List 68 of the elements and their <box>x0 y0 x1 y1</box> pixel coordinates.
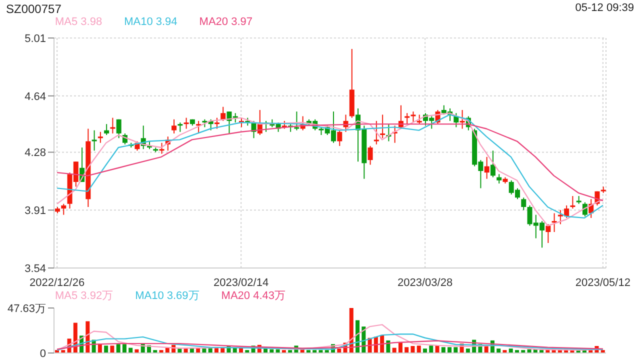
bar <box>122 344 126 353</box>
x-tick-label: 2023/05/12 <box>575 277 630 289</box>
candlestick <box>184 117 189 130</box>
y-tick-label: 3.54 <box>24 262 46 275</box>
y-tick-label: 4.28 <box>24 147 46 160</box>
bar <box>116 344 120 353</box>
candlestick <box>380 114 386 139</box>
text: MA20 4.43万 <box>221 289 286 304</box>
bar <box>404 347 409 353</box>
candlestick <box>454 112 459 128</box>
y-tick-label: 3.91 <box>24 205 46 218</box>
candlestick <box>98 131 103 144</box>
bar <box>110 346 114 353</box>
y-tick-label: 4.64 <box>24 90 46 103</box>
y-tick-label: 47.63万 <box>7 302 46 315</box>
bar <box>202 348 206 353</box>
candlestick <box>368 145 373 166</box>
bar <box>337 348 342 353</box>
candlestick <box>116 118 122 139</box>
candlestick <box>172 118 177 134</box>
candlestick <box>410 111 416 123</box>
bar <box>466 348 470 353</box>
candlestick <box>92 130 97 152</box>
candlestick <box>214 117 220 130</box>
y-tick-label: 5.01 <box>24 32 46 45</box>
x-tick-label: 2023/03/28 <box>398 277 453 289</box>
candlestick <box>61 203 66 216</box>
candlestick <box>460 109 465 130</box>
candlestick <box>570 196 576 210</box>
chart-title: SZ000757 <box>6 2 62 16</box>
candlestick <box>159 142 164 154</box>
candlestick <box>496 174 502 184</box>
candlestick <box>104 124 110 136</box>
candlestick <box>110 117 116 134</box>
bar <box>496 348 501 353</box>
text: MA20 3.97 <box>199 16 252 30</box>
candlestick <box>220 106 226 122</box>
text: 05-12 09:39 <box>575 2 634 16</box>
text: MA10 3.94 <box>124 16 178 30</box>
candlestick <box>337 130 342 146</box>
bar <box>423 348 427 353</box>
text: MA5 3.98 <box>55 16 102 30</box>
candlestick <box>546 224 551 244</box>
candlestick <box>374 120 379 145</box>
text: MA5 3.92万 <box>55 289 114 304</box>
x-tick-label: 2022/12/26 <box>30 277 85 289</box>
bar <box>441 347 446 353</box>
bar <box>410 346 415 353</box>
candlestick <box>178 122 183 132</box>
candlestick <box>552 212 557 233</box>
bar <box>104 346 108 353</box>
candlestick <box>484 156 490 180</box>
bar <box>429 346 434 353</box>
line-series <box>56 340 604 350</box>
bar <box>508 348 513 353</box>
candlestick <box>294 111 300 131</box>
text: MA10 3.69万 <box>135 289 200 304</box>
line-series <box>56 334 604 351</box>
bar <box>349 308 354 353</box>
x-tick-label: 2023/02/14 <box>214 277 269 289</box>
candlestick <box>416 114 422 125</box>
candlestick <box>521 197 526 211</box>
bar <box>448 347 452 353</box>
candlestick <box>404 112 410 125</box>
y-tick-label: 0 <box>40 348 46 360</box>
bar <box>416 346 421 353</box>
candlestick <box>490 150 496 178</box>
bar <box>454 347 458 353</box>
